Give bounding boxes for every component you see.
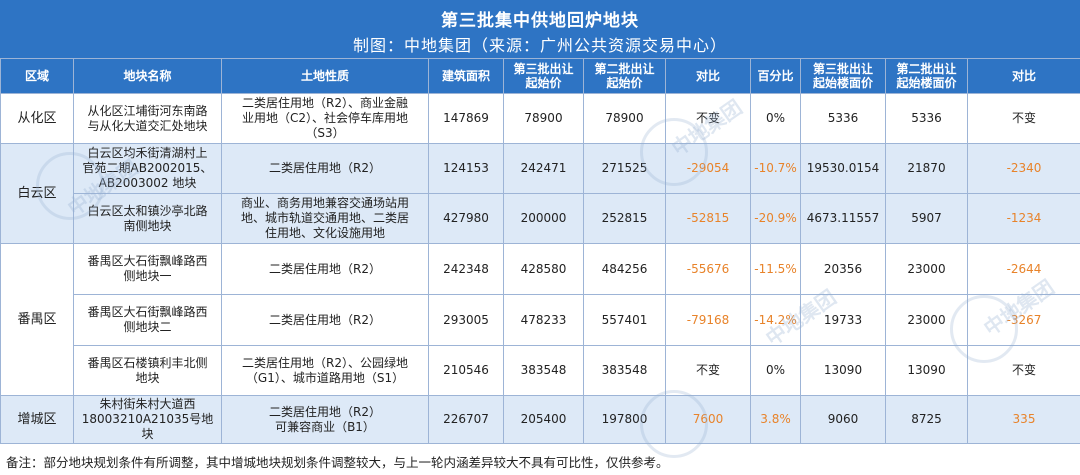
land-use-cell: 二类居住用地（R2）、公园绿地 （G1）、城市道路用地（S1） — [221, 345, 429, 396]
pct-cell: 0% — [750, 345, 801, 396]
land-table: 区域 地块名称 土地性质 建筑面积 第三批出让 起始价 第二批出让 起始价 对比 百… — [0, 58, 1080, 444]
land-use-cell: 二类居住用地（R2） — [221, 243, 429, 295]
land-use-cell: 二类居住用地（R2） — [221, 143, 429, 194]
col-header-name: 地块名称 — [73, 58, 222, 94]
f2-cell: 23000 — [885, 294, 968, 346]
col-header-f2: 第二批出让 起始楼面价 — [885, 58, 968, 94]
table-row: 增城区 朱村街朱村大道西 18003210A21035号地块 二类居住用地（R2）… — [0, 395, 1080, 444]
diff-cell: -79168 — [665, 294, 751, 346]
land-use-cell: 二类居住用地（R2）、商业金融 业用地（C2）、社会停车库用地 （S3） — [221, 93, 429, 144]
table-row: 番禺区大石街飘峰路西 侧地块二 二类居住用地（R2） 293005 478233 … — [1, 294, 1080, 346]
parcel-name-cell: 从化区江埔街河东南路 与从化大道交汇处地块 — [73, 93, 222, 144]
parcel-name-cell: 白云区太和镇沙亭北路 南侧地块 — [73, 193, 222, 244]
p3-cell: 478233 — [503, 294, 584, 346]
gfa-cell: 147869 — [428, 93, 504, 144]
diff-cell: -55676 — [665, 243, 751, 295]
parcel-name-cell: 番禺区大石街飘峰路西 侧地块二 — [73, 294, 222, 346]
table-header-row: 区域 地块名称 土地性质 建筑面积 第三批出让 起始价 第二批出让 起始价 对比 百… — [0, 58, 1080, 94]
table-row: 从化区 从化区江埔街河东南路 与从化大道交汇处地块 二类居住用地（R2）、商业金融… — [0, 93, 1080, 144]
parcel-name-cell: 番禺区石楼镇利丰北侧 地块 — [73, 345, 222, 396]
diff-cell: 不变 — [665, 345, 751, 396]
diff-cell: 7600 — [665, 395, 751, 444]
pct-cell: -10.7% — [750, 143, 801, 194]
parcel-name-cell: 番禺区大石街飘峰路西 侧地块一 — [73, 243, 222, 295]
table-row: 白云区太和镇沙亭北路 南侧地块 商业、商务用地兼容交通场站用 地、城市轨道交通用地、… — [1, 193, 1080, 244]
f3-cell: 13090 — [800, 345, 886, 396]
pct-cell: 3.8% — [750, 395, 801, 444]
fdiff-cell: 不变 — [967, 345, 1080, 396]
f3-cell: 19530.0154 — [800, 143, 886, 194]
f3-cell: 4673.11557 — [800, 193, 886, 244]
p2-cell: 197800 — [583, 395, 666, 444]
p3-cell: 242471 — [503, 143, 584, 194]
f2-cell: 21870 — [885, 143, 968, 194]
area-cell-zengcheng: 增城区 — [0, 395, 74, 444]
p3-cell: 205400 — [503, 395, 584, 444]
page-subtitle: 制图：中地集团（来源：广州公共资源交易中心） — [352, 36, 727, 55]
p2-cell: 557401 — [583, 294, 666, 346]
gfa-cell: 210546 — [428, 345, 504, 396]
f2-cell: 13090 — [885, 345, 968, 396]
footnote: 备注：部分地块规划条件有所调整，其中增城地块规划条件调整较大，与上一轮内涵差异较… — [6, 455, 669, 470]
gfa-cell: 242348 — [428, 243, 504, 295]
fdiff-cell: 不变 — [967, 93, 1080, 144]
land-use-cell: 商业、商务用地兼容交通场站用 地、城市轨道交通用地、二类居 住用地、文化设施用地 — [221, 193, 429, 244]
col-header-fdiff: 对比 — [967, 58, 1080, 94]
p2-cell: 271525 — [583, 143, 666, 194]
f2-cell: 5907 — [885, 193, 968, 244]
col-header-gfa: 建筑面积 — [428, 58, 504, 94]
fdiff-cell: -2644 — [967, 243, 1080, 295]
area-cell-conghua: 从化区 — [0, 93, 74, 144]
land-use-cell: 二类居住用地（R2） 可兼容商业（B1） — [221, 395, 429, 444]
col-header-f3: 第三批出让 起始楼面价 — [800, 58, 886, 94]
fdiff-cell: -3267 — [967, 294, 1080, 346]
pct-cell: -14.2% — [750, 294, 801, 346]
p2-cell: 78900 — [583, 93, 666, 144]
f3-cell: 20356 — [800, 243, 886, 295]
diff-cell: -52815 — [665, 193, 751, 244]
col-header-area: 区域 — [0, 58, 74, 94]
p2-cell: 484256 — [583, 243, 666, 295]
gfa-cell: 293005 — [428, 294, 504, 346]
gfa-cell: 124153 — [428, 143, 504, 194]
fdiff-cell: -2340 — [967, 143, 1080, 194]
f3-cell: 9060 — [800, 395, 886, 444]
p2-cell: 252815 — [583, 193, 666, 244]
fdiff-cell: -1234 — [967, 193, 1080, 244]
f3-cell: 5336 — [800, 93, 886, 144]
land-use-cell: 二类居住用地（R2） — [221, 294, 429, 346]
diff-cell: -29054 — [665, 143, 751, 194]
p3-cell: 428580 — [503, 243, 584, 295]
f3-cell: 19733 — [800, 294, 886, 346]
col-header-pct: 百分比 — [750, 58, 801, 94]
p3-cell: 383548 — [503, 345, 584, 396]
col-header-p2: 第二批出让 起始价 — [583, 58, 666, 94]
p3-cell: 78900 — [503, 93, 584, 144]
parcel-name-cell: 朱村街朱村大道西 18003210A21035号地块 — [73, 395, 222, 444]
pct-cell: -20.9% — [750, 193, 801, 244]
page-title: 第三批集中供地回炉地块 — [441, 11, 639, 31]
area-cell-panyu: 番禺区 — [0, 243, 74, 396]
p3-cell: 200000 — [503, 193, 584, 244]
f2-cell: 5336 — [885, 93, 968, 144]
diff-cell: 不变 — [665, 93, 751, 144]
f2-cell: 8725 — [885, 395, 968, 444]
table-row: 番禺区石楼镇利丰北侧 地块 二类居住用地（R2）、公园绿地 （G1）、城市道路用地（… — [1, 345, 1080, 396]
col-header-diff: 对比 — [665, 58, 751, 94]
area-cell-baiyun: 白云区 — [0, 143, 74, 244]
parcel-name-cell: 白云区均禾街清湖村上 官苑二期AB2002015、 AB2003002 地块 — [73, 143, 222, 194]
table-row: 番禺区 番禺区大石街飘峰路西 侧地块一 二类居住用地（R2） 242348 428… — [0, 243, 1080, 396]
gfa-cell: 427980 — [428, 193, 504, 244]
col-header-use: 土地性质 — [221, 58, 429, 94]
col-header-p3: 第三批出让 起始价 — [503, 58, 584, 94]
fdiff-cell: 335 — [967, 395, 1080, 444]
pct-cell: -11.5% — [750, 243, 801, 295]
pct-cell: 0% — [750, 93, 801, 144]
header-banner: 第三批集中供地回炉地块 制图：中地集团（来源：广州公共资源交易中心） — [0, 0, 1080, 58]
f2-cell: 23000 — [885, 243, 968, 295]
p2-cell: 383548 — [583, 345, 666, 396]
table-row: 白云区 白云区均禾街清湖村上 官苑二期AB2002015、 AB2003002 地块… — [0, 143, 1080, 244]
gfa-cell: 226707 — [428, 395, 504, 444]
